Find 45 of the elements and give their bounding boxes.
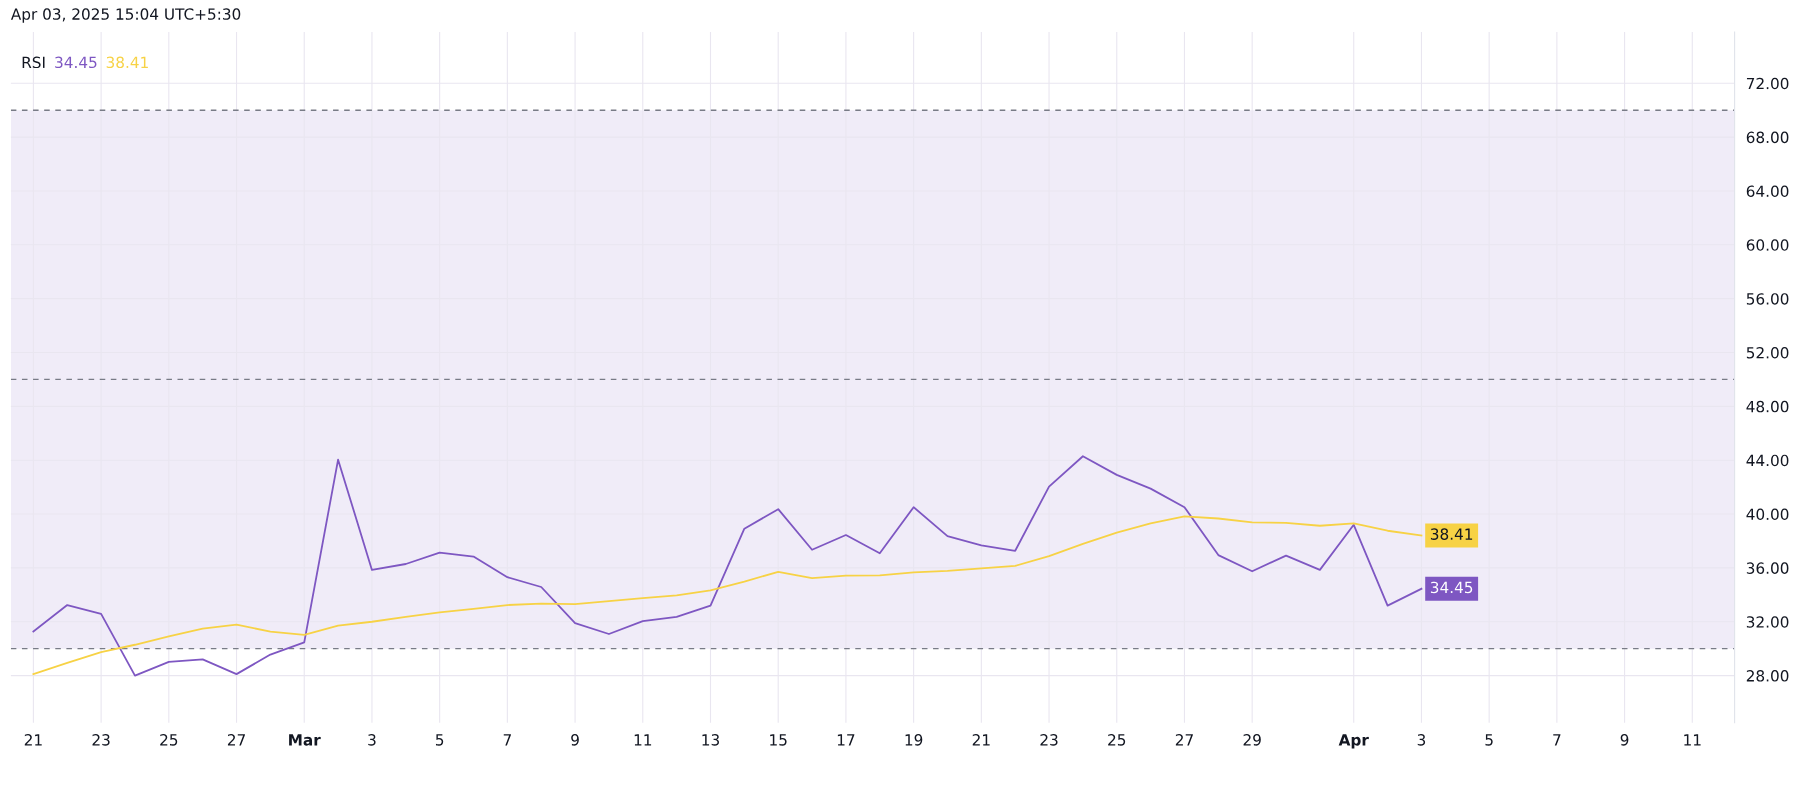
y-tick-label: 72.00 <box>1746 77 1789 90</box>
x-tick-label: 5 <box>1485 734 1493 746</box>
line-series <box>32 515 1423 676</box>
x-tick-label: 23 <box>1040 734 1058 746</box>
y-tick-label: 44.00 <box>1746 454 1789 467</box>
line-series <box>32 455 1423 677</box>
x-tick-label: 7 <box>1553 734 1561 746</box>
x-tick-label: 15 <box>770 734 787 746</box>
data-label: 34.45 <box>1430 581 1473 594</box>
y-tick-label: 28.00 <box>1746 670 1789 682</box>
x-tick-label: 27 <box>227 734 245 746</box>
x-tick-label: 21 <box>24 734 42 746</box>
text: Apr 03, 2025 15:04 UTC+5:30 <box>10 8 241 23</box>
y-tick-label: 64.00 <box>1746 185 1789 197</box>
x-tick-label: 3 <box>368 734 376 746</box>
x-tick-label: 29 <box>1243 734 1261 746</box>
text: RSI <box>22 56 45 69</box>
x-tick-label: 13 <box>702 734 719 746</box>
x-tick-label: 25 <box>1108 734 1126 746</box>
y-tick-label: 36.00 <box>1746 562 1789 574</box>
y-tick-label: 56.00 <box>1746 293 1789 305</box>
x-tick-label: 11 <box>1684 734 1701 746</box>
x-tick-label: 11 <box>634 734 652 746</box>
y-tick-label: 52.00 <box>1746 346 1789 359</box>
x-tick-label: 19 <box>905 734 923 746</box>
x-tick-label: Apr <box>1338 734 1369 749</box>
x-tick-label: 23 <box>92 734 110 746</box>
text: 34.45 <box>55 56 97 69</box>
y-tick-label: 32.00 <box>1746 616 1789 628</box>
y-tick-label: 48.00 <box>1746 400 1789 413</box>
text: 38.41 <box>106 56 148 69</box>
x-tick-label: 25 <box>160 734 178 746</box>
y-tick-label: 40.00 <box>1746 508 1789 521</box>
x-tick-label: 9 <box>1620 734 1629 746</box>
x-tick-label: 9 <box>571 734 579 746</box>
x-tick-label: 3 <box>1417 734 1426 746</box>
x-tick-label: 27 <box>1175 734 1193 746</box>
x-tick-label: 17 <box>837 734 855 746</box>
x-tick-label: Mar <box>289 734 321 746</box>
x-tick-label: 21 <box>972 734 990 746</box>
x-tick-label: 7 <box>503 734 511 746</box>
x-tick-label: 5 <box>435 734 444 746</box>
y-tick-label: 60.00 <box>1746 239 1789 251</box>
data-label: 38.41 <box>1430 528 1473 540</box>
y-tick-label: 68.00 <box>1746 131 1789 144</box>
